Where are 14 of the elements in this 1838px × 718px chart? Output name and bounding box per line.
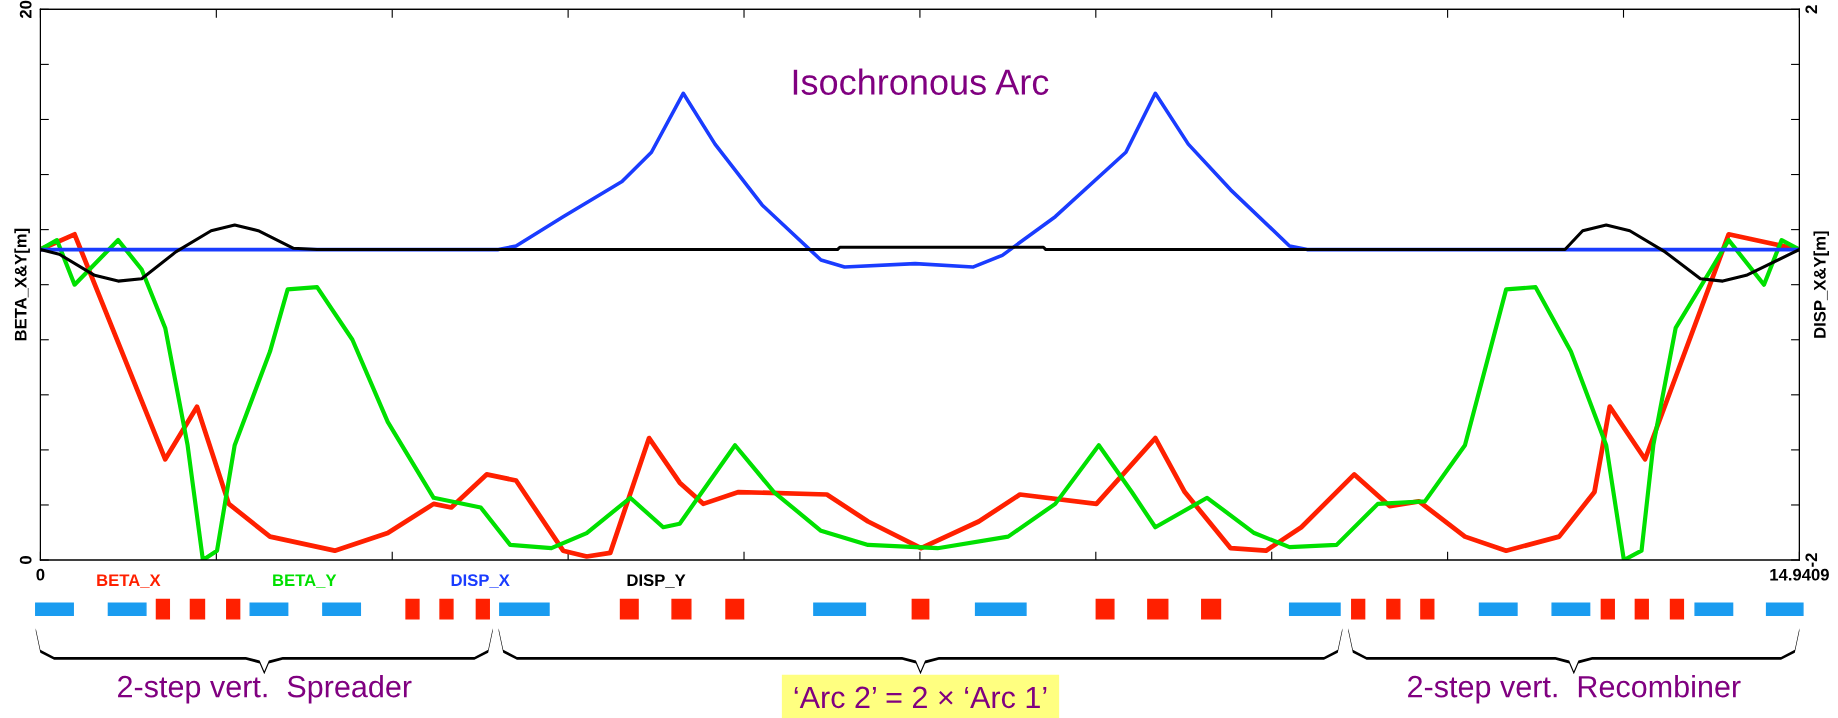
text: 2-step vert. Recombiner — [1408, 675, 1741, 704]
text: 2-step vert. Spreader — [118, 675, 412, 704]
text: BETA_Y — [273, 574, 337, 588]
y2-axis-title: DISP_X&Y[m] — [1813, 231, 1830, 338]
text: Isochronous Arc — [793, 68, 1049, 95]
text: ‘Arc 2’ = 2 × ‘Arc 1’ — [794, 686, 1047, 709]
y2-tick-label: -2 — [1805, 553, 1818, 567]
text: BETA_X — [97, 574, 161, 588]
x-tick-label: 14.9409 — [1770, 568, 1829, 581]
text: DISP_X — [451, 574, 510, 588]
y-axis-title: BETA_X&Y[m] — [14, 228, 30, 341]
y2-tick-label: 2 — [1805, 5, 1818, 14]
y-tick-label: 20 — [19, 0, 32, 19]
text: DISP_Y — [627, 574, 686, 588]
